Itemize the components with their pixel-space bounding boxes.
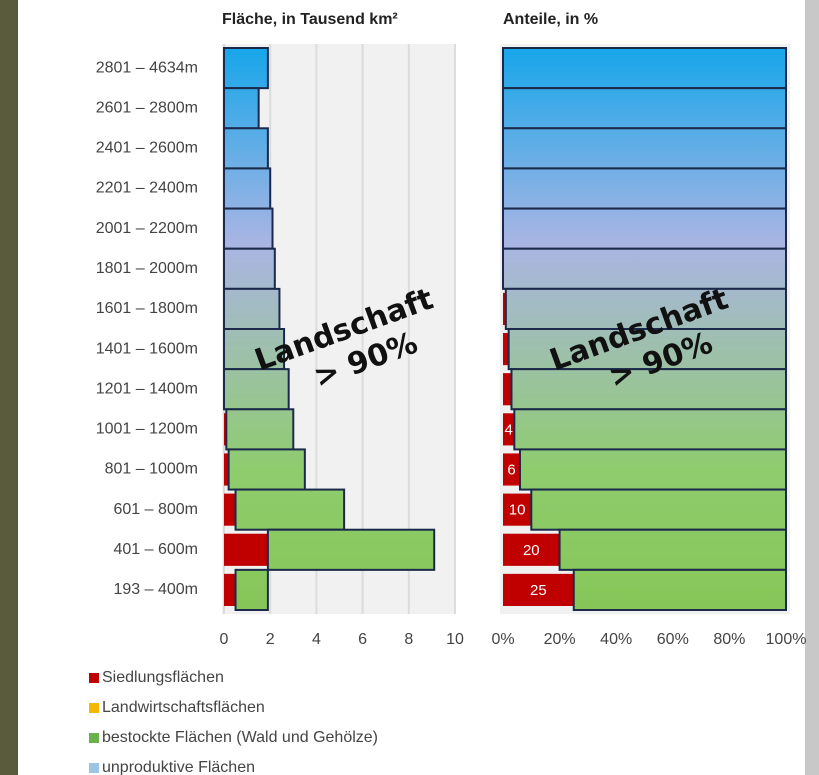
bar [507, 328, 787, 371]
x-tick-label: 60% [657, 631, 689, 648]
bar [224, 573, 236, 606]
value-label: 25 [530, 582, 547, 599]
x-tick-label: 10 [446, 631, 464, 648]
y-tick-label: 2001 – 2200m [96, 220, 198, 237]
legend-swatch [89, 673, 99, 683]
legend-swatch [89, 703, 99, 713]
bar [223, 167, 272, 210]
y-tick-label: 1801 – 2000m [96, 260, 198, 277]
value-label: 6 [507, 461, 515, 478]
value-label: 20 [523, 542, 540, 559]
x-tick-label: 20% [544, 631, 576, 648]
legend-label: bestockte Flächen (Wald und Gehölze) [102, 729, 378, 746]
x-tick-label: 4 [312, 631, 321, 648]
legend-label: Landwirtschaftsflächen [102, 699, 265, 716]
bar [223, 127, 269, 170]
value-label: 10 [509, 502, 526, 519]
bar [513, 408, 787, 451]
chart-title: Fläche, in Tausend km² [222, 11, 398, 28]
y-tick-label: 2601 – 2800m [96, 99, 198, 116]
y-tick-label: 401 – 600m [113, 541, 198, 558]
x-tick-label: 2 [266, 631, 275, 648]
x-tick-label: 8 [404, 631, 413, 648]
bar [510, 368, 787, 411]
bar [223, 47, 269, 90]
bar [530, 488, 787, 531]
y-tick-label: 1201 – 1400m [96, 380, 198, 397]
y-tick-label: 193 – 400m [113, 581, 198, 598]
bar [503, 453, 520, 486]
bar [503, 413, 515, 446]
bar [503, 533, 560, 566]
legend-swatch [89, 763, 99, 773]
x-tick-label: 40% [600, 631, 632, 648]
bar [224, 413, 227, 446]
bar [502, 127, 787, 170]
bar [225, 408, 295, 451]
bar [503, 373, 512, 406]
bar [224, 533, 268, 566]
bar [223, 287, 281, 331]
y-tick-label: 2201 – 2400m [96, 180, 198, 197]
y-tick-label: 1601 – 1800m [96, 300, 198, 317]
legend-label: Siedlungsflächen [102, 669, 224, 686]
bar [503, 573, 574, 606]
bar [234, 568, 269, 611]
y-tick-label: 601 – 800m [113, 501, 198, 518]
legend-swatch [89, 733, 99, 743]
bar [518, 448, 787, 491]
photo-strip [0, 0, 18, 775]
bar [558, 528, 787, 571]
y-tick-label: 1001 – 1200m [96, 421, 198, 438]
bar [223, 247, 276, 290]
bar [572, 568, 787, 611]
bar [234, 488, 346, 531]
bar [227, 448, 306, 491]
legend-label: unproduktive Flächen [102, 759, 255, 775]
x-tick-label: 0% [491, 631, 514, 648]
x-tick-label: 6 [358, 631, 367, 648]
bar [502, 167, 787, 210]
y-tick-label: 2401 – 2600m [96, 140, 198, 157]
value-label: 4 [504, 421, 512, 438]
bar [266, 528, 436, 571]
bar [223, 368, 290, 411]
side-strip [805, 0, 819, 775]
x-tick-label: 100% [766, 631, 807, 648]
bar [502, 247, 787, 290]
bar [223, 207, 274, 250]
y-tick-label: 1401 – 1600m [96, 340, 198, 357]
y-tick-label: 2801 – 4634m [96, 59, 198, 76]
bar [503, 292, 506, 325]
bar [223, 87, 260, 130]
bar [224, 493, 236, 526]
bar [502, 47, 787, 90]
y-tick-label: 801 – 1000m [105, 461, 198, 478]
bar [503, 333, 509, 366]
bar [224, 453, 229, 486]
x-tick-label: 80% [713, 631, 745, 648]
bar [502, 87, 787, 130]
x-tick-label: 0 [220, 631, 229, 648]
bar [223, 328, 286, 371]
chart-title: Anteile, in % [503, 11, 598, 28]
bar [502, 207, 787, 250]
bar [503, 493, 532, 526]
